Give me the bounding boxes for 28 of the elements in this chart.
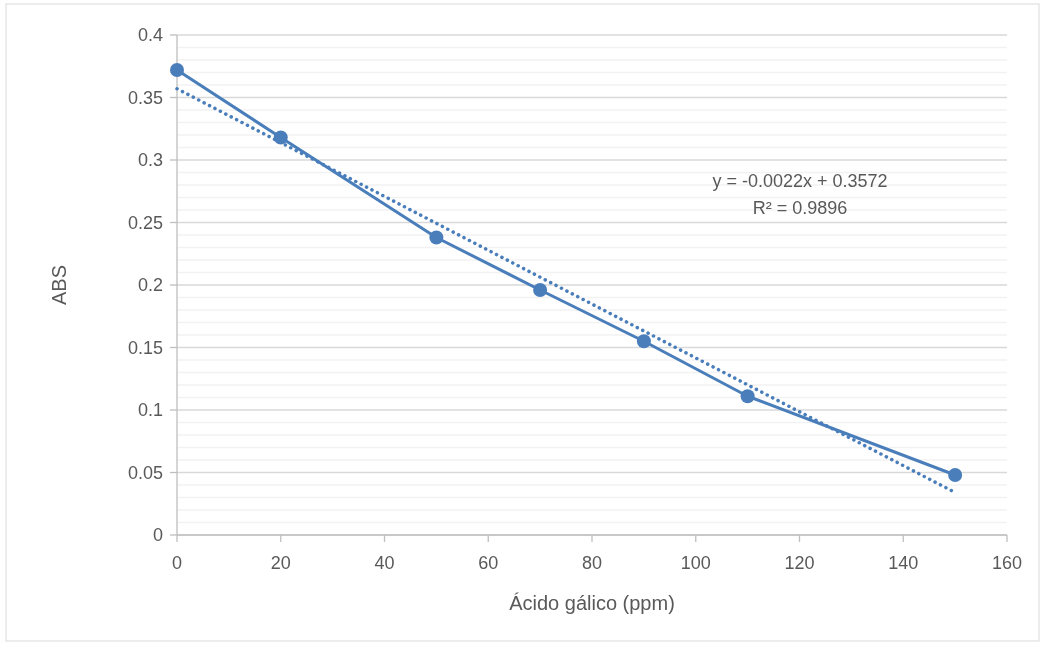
x-tick-label: 120 <box>784 553 815 573</box>
annotation: R² = 0.9896 <box>752 198 848 218</box>
x-tick-label: 0 <box>171 553 183 573</box>
x-tick-label: 140 <box>888 553 919 573</box>
point <box>429 230 444 245</box>
point <box>533 283 548 297</box>
point <box>170 63 184 77</box>
point <box>636 334 651 349</box>
point <box>740 389 755 404</box>
y-tick-label: 0.25 <box>127 212 163 233</box>
x-tick-label: 160 <box>991 553 1023 573</box>
x-tick-label: 80 <box>581 553 603 573</box>
x-tick-label: 40 <box>374 553 395 573</box>
x-axis-title: Ácido gálico (ppm) <box>509 592 675 614</box>
y-tick-label: 0.05 <box>127 462 163 483</box>
y-axis-title: ABS <box>48 264 70 306</box>
x-tick-label: 20 <box>270 553 291 573</box>
y-tick-label: 0 <box>152 525 163 546</box>
y-tick-label: 0.2 <box>137 275 163 296</box>
x-tick-label: 100 <box>680 553 711 573</box>
y-tick-label: 0.15 <box>127 337 163 358</box>
x-tick-label: 60 <box>478 553 499 573</box>
point <box>948 468 963 482</box>
y-tick-label: 0.4 <box>137 25 163 46</box>
y-tick-label: 0.1 <box>137 400 163 421</box>
y-tick-label: 0.35 <box>127 87 163 108</box>
y-tick-label: 0.3 <box>137 150 163 171</box>
annotation: y = -0.0022x + 0.3572 <box>712 171 888 191</box>
